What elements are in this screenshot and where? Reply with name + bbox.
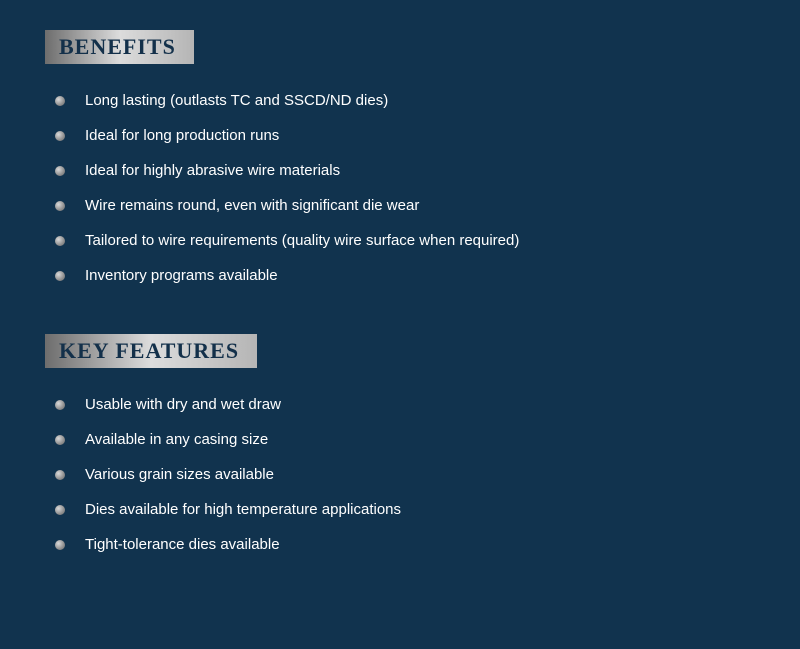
item-text: Inventory programs available: [85, 267, 278, 284]
features-list: Usable with dry and wet draw Available i…: [45, 396, 755, 553]
item-text: Available in any casing size: [85, 431, 268, 448]
benefits-heading: BENEFITS: [59, 34, 176, 59]
benefits-list: Long lasting (outlasts TC and SSCD/ND di…: [45, 92, 755, 284]
benefits-section: BENEFITS Long lasting (outlasts TC and S…: [45, 30, 755, 284]
list-item: Long lasting (outlasts TC and SSCD/ND di…: [55, 92, 755, 109]
list-item: Wire remains round, even with significan…: [55, 197, 755, 214]
list-item: Usable with dry and wet draw: [55, 396, 755, 413]
features-heading: KEY FEATURES: [59, 338, 239, 363]
features-section: KEY FEATURES Usable with dry and wet dra…: [45, 334, 755, 553]
benefits-heading-badge: BENEFITS: [45, 30, 194, 64]
list-item: Tailored to wire requirements (quality w…: [55, 232, 755, 249]
bullet-icon: [55, 400, 65, 410]
list-item: Tight-tolerance dies available: [55, 536, 755, 553]
bullet-icon: [55, 166, 65, 176]
bullet-icon: [55, 470, 65, 480]
bullet-icon: [55, 236, 65, 246]
list-item: Various grain sizes available: [55, 466, 755, 483]
bullet-icon: [55, 435, 65, 445]
features-heading-badge: KEY FEATURES: [45, 334, 257, 368]
bullet-icon: [55, 131, 65, 141]
item-text: Wire remains round, even with significan…: [85, 197, 419, 214]
list-item: Inventory programs available: [55, 267, 755, 284]
list-item: Available in any casing size: [55, 431, 755, 448]
bullet-icon: [55, 271, 65, 281]
bullet-icon: [55, 96, 65, 106]
item-text: Dies available for high temperature appl…: [85, 501, 401, 518]
bullet-icon: [55, 505, 65, 515]
bullet-icon: [55, 540, 65, 550]
list-item: Ideal for long production runs: [55, 127, 755, 144]
item-text: Various grain sizes available: [85, 466, 274, 483]
list-item: Ideal for highly abrasive wire materials: [55, 162, 755, 179]
list-item: Dies available for high temperature appl…: [55, 501, 755, 518]
item-text: Usable with dry and wet draw: [85, 396, 281, 413]
item-text: Ideal for highly abrasive wire materials: [85, 162, 340, 179]
item-text: Long lasting (outlasts TC and SSCD/ND di…: [85, 92, 388, 109]
item-text: Ideal for long production runs: [85, 127, 279, 144]
item-text: Tight-tolerance dies available: [85, 536, 280, 553]
bullet-icon: [55, 201, 65, 211]
item-text: Tailored to wire requirements (quality w…: [85, 232, 519, 249]
